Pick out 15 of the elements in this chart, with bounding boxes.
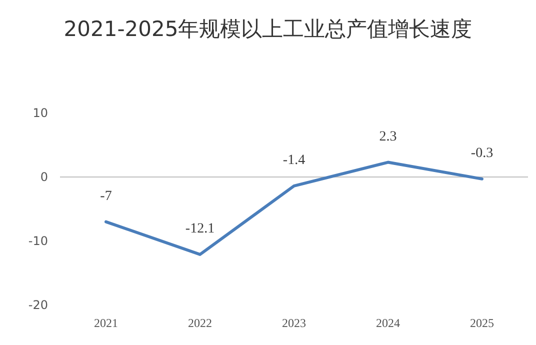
- y-tick-label: 0: [40, 170, 48, 184]
- data-label: -0.3: [470, 146, 494, 161]
- y-tick-label: 10: [32, 106, 48, 120]
- data-label: 2.3: [379, 129, 397, 144]
- data-label: -1.4: [282, 152, 306, 168]
- y-tick-label: -20: [28, 298, 48, 312]
- x-tick-label: 2022: [188, 316, 212, 330]
- data-label: -12.1: [185, 221, 215, 236]
- y-tick-label: -10: [28, 234, 48, 248]
- x-tick-label: 2023: [282, 316, 306, 330]
- x-tick-label: 2025: [470, 316, 494, 330]
- x-tick-label: 2021: [94, 316, 118, 330]
- chart-title: 2021-2025年规模以上工业总产值增长速度: [64, 17, 472, 41]
- data-label: -7: [100, 188, 112, 204]
- x-tick-label: 2024: [376, 316, 400, 330]
